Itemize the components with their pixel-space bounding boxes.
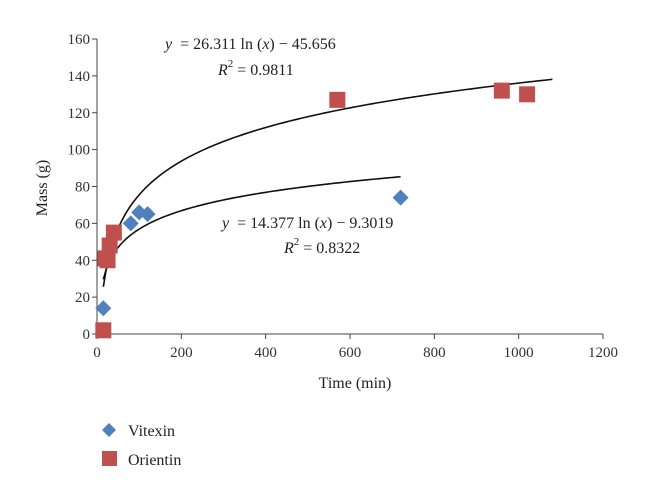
x-tick-label: 200 bbox=[170, 345, 193, 361]
orientin-equation: y = 26.311 ln (x) − 45.656 bbox=[163, 36, 336, 53]
orientin-point bbox=[329, 91, 346, 108]
y-tick-label: 60 bbox=[75, 216, 90, 232]
y-tick-label: 160 bbox=[68, 32, 91, 48]
vitexin-r2-label: R bbox=[283, 240, 294, 257]
vitexin-equation: y = 14.377 ln (x) − 9.3019 bbox=[220, 215, 393, 232]
orientin-point bbox=[95, 322, 112, 339]
vitexin-point bbox=[392, 189, 409, 206]
vitexin-point bbox=[95, 300, 112, 317]
x-tick-label: 1200 bbox=[588, 345, 618, 361]
vitexin-eq-y: y bbox=[220, 215, 230, 232]
x-tick-label: 1000 bbox=[504, 345, 534, 361]
orientin-r2: R2 = 0.9811 bbox=[217, 58, 294, 79]
y-axis-title: Mass (g) bbox=[34, 160, 51, 216]
orientin-trendline bbox=[102, 78, 553, 287]
y-tick-label: 40 bbox=[75, 253, 90, 269]
orientin-point bbox=[493, 82, 510, 99]
data-points bbox=[95, 82, 536, 339]
vitexin-eq-x: x bbox=[319, 215, 327, 232]
orientin-r2-label: R bbox=[217, 62, 228, 79]
vitexin-r2-value: = 0.8322 bbox=[303, 240, 360, 257]
orientin-point bbox=[101, 237, 118, 254]
orientin-point bbox=[99, 252, 116, 269]
orientin-r2-exponent: 2 bbox=[228, 58, 234, 70]
x-tick-label: 400 bbox=[254, 345, 277, 361]
trendlines bbox=[102, 78, 553, 287]
orientin-point bbox=[519, 86, 536, 103]
legend: Vitexin Orientin bbox=[102, 423, 181, 469]
legend-vitexin-marker bbox=[102, 423, 116, 437]
orientin-r2-value: = 0.9811 bbox=[237, 62, 293, 79]
x-tick-label: 600 bbox=[339, 345, 362, 361]
legend-orientin-label: Orientin bbox=[128, 452, 181, 469]
orientin-point bbox=[105, 224, 122, 241]
legend-vitexin-label: Vitexin bbox=[128, 423, 175, 440]
axes: 0 200 400 600 800 1000 1200 0 20 40 60 80 100 120 140 1… bbox=[68, 32, 619, 361]
x-axis-title: Time (min) bbox=[319, 375, 392, 392]
vitexin-eq-const: ) − 9.3019 bbox=[327, 215, 393, 232]
y-tick-label: 100 bbox=[68, 143, 91, 159]
y-tick-label: 120 bbox=[68, 106, 91, 122]
orientin-eq-const: ) − 45.656 bbox=[269, 36, 335, 53]
y-tick-label: 20 bbox=[75, 290, 90, 306]
orientin-eq-y: y bbox=[163, 36, 173, 53]
y-tick-label: 140 bbox=[68, 69, 91, 85]
vitexin-eq-coef: = 14.377 ln ( bbox=[237, 215, 320, 232]
orientin-eq-x: x bbox=[261, 36, 269, 53]
legend-orientin-marker bbox=[102, 451, 117, 466]
x-tick-label: 800 bbox=[423, 345, 446, 361]
vitexin-point bbox=[139, 206, 156, 223]
vitexin-trendline bbox=[102, 175, 401, 280]
orientin-eq-coef: = 26.311 ln ( bbox=[180, 36, 262, 53]
y-tick-label: 0 bbox=[83, 327, 91, 343]
vitexin-point bbox=[122, 215, 139, 232]
y-tick-label: 80 bbox=[75, 180, 90, 196]
vitexin-r2-exponent: 2 bbox=[294, 236, 300, 248]
vitexin-r2: R2 = 0.8322 bbox=[283, 236, 360, 257]
x-tick-label: 0 bbox=[93, 345, 101, 361]
